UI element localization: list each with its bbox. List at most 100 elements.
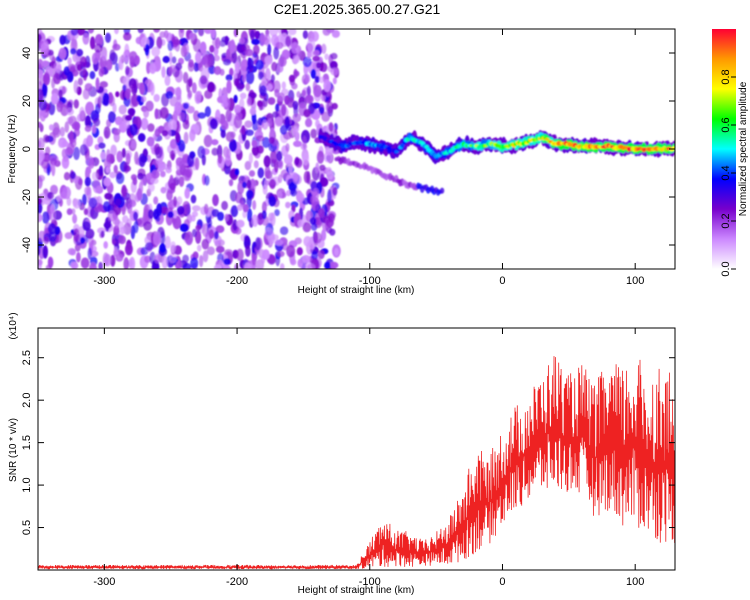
heatmap-noise-cell <box>223 58 231 66</box>
heatmap-noise-cell <box>108 94 115 107</box>
heatmap-noise-cell <box>313 232 323 244</box>
heatmap-noise-cell <box>66 71 74 83</box>
heatmap-y-tick-label: -40 <box>21 237 33 253</box>
heatmap-noise-cell <box>38 148 45 161</box>
heatmap-noise-cell <box>326 170 334 180</box>
heatmap-noise-cell <box>48 124 54 131</box>
heatmap-noise-cell <box>244 139 250 150</box>
heatmap-noise-cell <box>281 103 287 117</box>
heatmap-noise-cell <box>242 204 249 213</box>
heatmap-noise-cell <box>248 92 257 99</box>
heatmap-noise-cell <box>125 152 131 165</box>
heatmap-noise-cell <box>161 66 166 78</box>
heatmap-noise-cell <box>123 161 130 174</box>
heatmap-noise-cell <box>242 56 247 68</box>
heatmap-noise-cell <box>206 217 213 229</box>
heatmap-noise-cell <box>97 96 102 109</box>
heatmap-noise-cell <box>311 250 319 260</box>
heatmap-noise-cell <box>110 254 116 267</box>
heatmap-noise-cell <box>258 71 264 81</box>
heatmap-noise-cell <box>331 29 340 38</box>
heatmap-noise-cell <box>89 262 97 269</box>
heatmap-noise-cell <box>164 75 171 87</box>
heatmap-noise-cell <box>59 126 65 137</box>
heatmap-noise-cell <box>285 143 290 152</box>
heatmap-noise-cell <box>99 81 109 88</box>
heatmap-noise-cell <box>172 39 182 46</box>
heatmap-noise-cell <box>209 45 215 53</box>
heatmap-noise-cell <box>38 176 43 189</box>
heatmap-noise-cell <box>181 168 190 177</box>
heatmap-noise-cell <box>146 136 155 147</box>
heatmap-noise-cell <box>170 241 177 253</box>
heatmap-noise-cell <box>56 100 63 113</box>
heatmap-noise-cell <box>162 55 171 64</box>
heatmap-noise-cell <box>138 153 146 168</box>
heatmap-noise-cell <box>115 198 122 206</box>
heatmap-noise-cell <box>242 74 247 83</box>
heatmap-noise-cell <box>279 226 289 235</box>
heatmap-noise-cell <box>323 79 331 92</box>
heatmap-y-tick-label: 40 <box>21 47 33 59</box>
heatmap-noise-cell <box>302 135 307 149</box>
heatmap-noise-cell <box>50 157 58 166</box>
heatmap-noise-cell <box>183 131 189 145</box>
heatmap-noise-cell <box>243 234 249 242</box>
heatmap-noise-cell <box>198 29 205 37</box>
snr-panel: -300 -200 -100 0 100 0.5 1.0 1.5 2.0 2.5 Height … <box>8 312 676 596</box>
snr-series-line <box>38 356 675 570</box>
heatmap-noise-cell <box>302 30 308 39</box>
heatmap-noise-cell <box>261 119 269 130</box>
heatmap-noise-cell <box>319 164 326 171</box>
heatmap-noise-cell <box>80 257 90 269</box>
heatmap-noise-cell <box>251 252 257 266</box>
heatmap-noise-cell <box>279 263 285 269</box>
heatmap-noise-cell <box>70 139 77 148</box>
heatmap-noise-cell <box>56 194 62 202</box>
heatmap-noise-cell <box>252 119 259 131</box>
heatmap-noise-cell <box>53 72 61 85</box>
heatmap-noise-cell <box>70 29 79 36</box>
heatmap-noise-cell <box>242 181 247 189</box>
heatmap-noise-cell <box>306 171 311 185</box>
heatmap-noise-cell <box>178 160 185 172</box>
heatmap-noise-cell <box>79 56 87 68</box>
heatmap-noise-cell <box>313 84 322 98</box>
heatmap-noise-cell <box>230 205 239 218</box>
heatmap-noise-cell <box>219 39 227 47</box>
heatmap-noise-cell <box>137 29 144 34</box>
heatmap-noise-cell <box>153 94 160 102</box>
heatmap-noise-cell <box>207 81 215 93</box>
heatmap-noise-cell <box>208 229 214 240</box>
heatmap-noise-cell <box>281 81 286 90</box>
heatmap-noise-cell <box>239 98 245 110</box>
heatmap-noise-cell <box>125 88 131 100</box>
heatmap-noise-cell <box>97 62 105 71</box>
heatmap-noise-cell <box>239 37 245 45</box>
heatmap-noise-cell <box>324 261 331 269</box>
heatmap-noise-cell <box>63 172 71 181</box>
heatmap-noise-cell <box>149 62 157 74</box>
heatmap-noise-cell <box>161 255 169 269</box>
heatmap-noise-cell <box>225 74 233 81</box>
heatmap-noise-cell <box>259 85 267 97</box>
heatmap-noise-cell <box>251 145 260 157</box>
heatmap-noise-cell <box>306 38 316 53</box>
heatmap-noise-cell <box>143 221 153 231</box>
heatmap-noise-cell <box>283 154 293 165</box>
colorbar-tick-label: 0.4 <box>720 165 732 180</box>
heatmap-noise-cell <box>101 50 108 62</box>
heatmap-noise-cell <box>276 64 284 73</box>
heatmap-noise-cell <box>132 177 138 186</box>
heatmap-noise-cell <box>73 228 80 243</box>
heatmap-noise-cell <box>187 90 193 99</box>
heatmap-noise-cell <box>323 151 333 163</box>
heatmap-noise-cell <box>70 48 77 55</box>
heatmap-noise-cell <box>38 137 45 150</box>
heatmap-noise-cell <box>173 209 178 219</box>
heatmap-noise-cell <box>151 169 160 179</box>
heatmap-noise-cell <box>274 209 280 217</box>
heatmap-noise-cell <box>304 94 314 104</box>
heatmap-noise-cell <box>123 32 132 41</box>
heatmap-noise-cell <box>144 43 150 57</box>
